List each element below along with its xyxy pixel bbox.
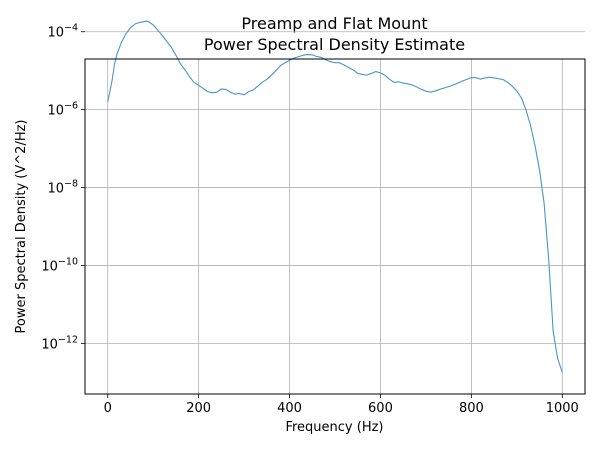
x-tick-label: 800 <box>459 401 484 416</box>
y-axis-ticks: 10−4 10−6 10−8 10−10 10−12 <box>41 23 85 352</box>
y-tick-label: 10−10 <box>41 256 78 274</box>
x-axis-label: Frequency (Hz) <box>285 420 383 435</box>
chart-title: Preamp and Flat Mount Power Spectral Den… <box>204 14 465 54</box>
grid <box>85 31 585 394</box>
plot-frame <box>84 58 586 395</box>
x-tick-label: 600 <box>368 401 393 416</box>
x-tick-label: 0 <box>104 401 112 416</box>
x-tick-label: 200 <box>186 401 211 416</box>
x-tick-label: 400 <box>277 401 302 416</box>
y-tick-label: 10−8 <box>47 179 78 197</box>
psd-series-line <box>107 20 563 373</box>
y-tick-label: 10−6 <box>47 101 78 119</box>
y-axis-label: Power Spectral Density (V^2/Hz) <box>14 120 29 334</box>
x-axis-ticks: 0 200 400 600 800 1000 <box>104 394 579 416</box>
title-line-1: Preamp and Flat Mount <box>241 14 427 33</box>
title-line-2: Power Spectral Density Estimate <box>204 35 465 54</box>
series-group <box>107 20 563 373</box>
y-tick-label: 10−4 <box>47 23 78 41</box>
x-tick-label: 1000 <box>546 401 579 416</box>
y-tick-label: 10−12 <box>41 334 78 352</box>
